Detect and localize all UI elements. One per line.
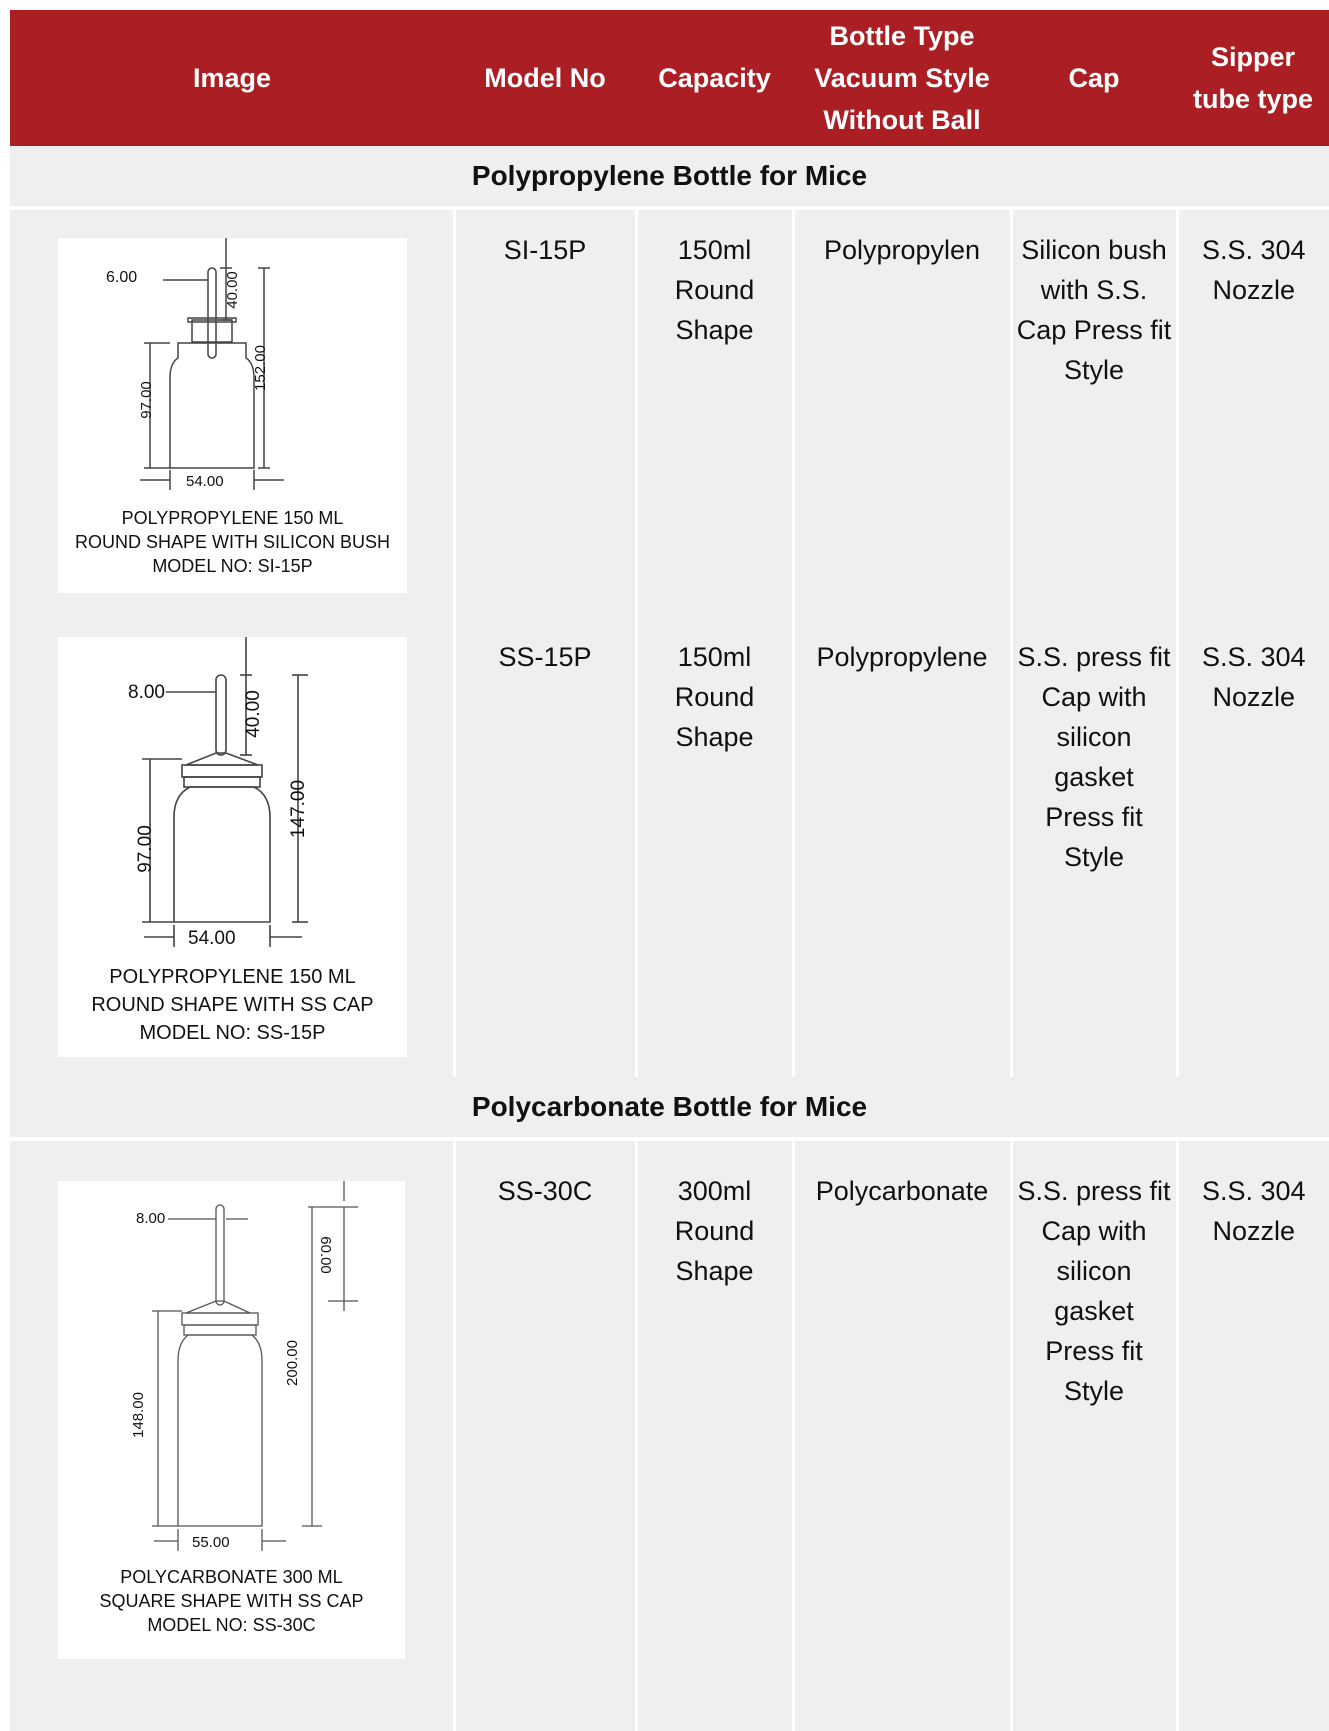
drawing-caption-line-3: MODEL NO: SS-30C <box>147 1615 316 1635</box>
model-no-cell: SS-15P <box>452 637 636 1077</box>
header-capacity: Capacity <box>636 10 793 146</box>
drawing-lines <box>140 238 284 490</box>
dim-top-label: 60.00 <box>316 1236 334 1274</box>
table-row: 8.00 40.00 147.00 97.00 54.00 POLYPROPYL… <box>10 637 1329 1077</box>
bottle-drawing-ss-30c: 8.00 60.00 200.00 148.00 55.00 POLYCARBO… <box>58 1181 405 1659</box>
drawing-caption-line-1: POLYPROPYLENE 150 ML <box>121 508 344 528</box>
bottle-drawing-ss-15p: 8.00 40.00 147.00 97.00 54.00 POLYPROPYL… <box>58 637 407 1057</box>
bottle-type-cell: Polycarbonate <box>791 1139 1011 1731</box>
dim-body-label: 97.00 <box>137 381 155 419</box>
table-row: 8.00 60.00 200.00 148.00 55.00 POLYCARBO… <box>10 1139 1329 1731</box>
header-model-no: Model No <box>454 10 636 146</box>
drawing-caption-line-2: ROUND SHAPE WITH SILICON BUSH <box>74 532 391 552</box>
dim-top-label: 40.00 <box>242 690 264 738</box>
dim-width-label: 54.00 <box>188 928 236 949</box>
drawing-caption-line-1: POLYPROPYLENE 150 ML <box>109 966 356 988</box>
section-title: Polycarbonate Bottle for Mice <box>10 1077 1329 1141</box>
bottle-type-cell: Polypropylen <box>791 208 1011 637</box>
cap-cell: Silicon bush with S.S. Cap Press fit Sty… <box>1009 208 1177 637</box>
capacity-cell: 300ml Round Shape <box>634 1139 793 1731</box>
dim-tube-label: 8.00 <box>136 1210 166 1227</box>
model-no-cell: SS-30C <box>452 1139 636 1731</box>
header-image: Image <box>10 10 454 146</box>
drawing-caption-line-2: SQUARE SHAPE WITH SS CAP <box>99 1591 364 1611</box>
image-cell: 8.00 40.00 147.00 97.00 54.00 POLYPROPYL… <box>10 637 454 1077</box>
capacity-cell: 150ml Round Shape <box>634 637 793 1077</box>
model-no-cell: SI-15P <box>452 208 636 637</box>
header-cap: Cap <box>1011 10 1177 146</box>
table-header-row: Image Model No Capacity Bottle Type Vacu… <box>10 10 1329 146</box>
dim-tube-label: 8.00 <box>128 682 165 703</box>
dim-tube-label: 6.00 <box>106 269 138 286</box>
header-sipper-tube-type: Sipper tube type <box>1177 10 1329 146</box>
header-bottle-type: Bottle Type Vacuum Style Without Ball <box>793 10 1011 146</box>
section-row: Polypropylene Bottle for Mice <box>10 146 1329 210</box>
bottle-type-cell: Polypropylene <box>791 637 1011 1077</box>
bottle-spec-table: Image Model No Capacity Bottle Type Vacu… <box>10 10 1329 1731</box>
drawing-lines <box>152 1181 358 1551</box>
sipper-cell: S.S. 304 Nozzle <box>1175 637 1329 1077</box>
image-cell: 6.00 40.00 152.00 97.00 54.00 POLYPROPYL… <box>10 208 454 637</box>
image-cell: 8.00 60.00 200.00 148.00 55.00 POLYCARBO… <box>10 1139 454 1731</box>
sipper-cell: S.S. 304 Nozzle <box>1175 208 1329 637</box>
dim-body-label: 97.00 <box>134 825 156 873</box>
section-title: Polypropylene Bottle for Mice <box>10 146 1329 210</box>
dim-total-label: 152.00 <box>251 345 269 391</box>
sipper-cell: S.S. 304 Nozzle <box>1175 1139 1329 1731</box>
bottle-drawing-si-15p: 6.00 40.00 152.00 97.00 54.00 POLYPROPYL… <box>58 238 407 593</box>
drawing-caption-line-2: ROUND SHAPE WITH SS CAP <box>91 994 374 1016</box>
drawing-caption-line-3: MODEL NO: SI-15P <box>152 556 313 576</box>
dim-total-label: 200.00 <box>283 1340 301 1386</box>
cap-cell: S.S. press fit Cap with silicon gasket P… <box>1009 1139 1177 1731</box>
dim-total-label: 147.00 <box>288 779 310 839</box>
dim-body-label: 148.00 <box>129 1392 147 1438</box>
drawing-caption-line-3: MODEL NO: SS-15P <box>139 1022 326 1044</box>
drawing-caption-line-1: POLYCARBONATE 300 ML <box>120 1567 343 1587</box>
drawing-lines <box>142 637 308 947</box>
table-row: 6.00 40.00 152.00 97.00 54.00 POLYPROPYL… <box>10 208 1329 637</box>
cap-cell: S.S. press fit Cap with silicon gasket P… <box>1009 637 1177 1077</box>
section-row: Polycarbonate Bottle for Mice <box>10 1077 1329 1141</box>
dim-width-label: 55.00 <box>192 1534 230 1551</box>
capacity-cell: 150ml Round Shape <box>634 208 793 637</box>
dim-top-label: 40.00 <box>223 271 241 309</box>
dim-width-label: 54.00 <box>186 473 224 490</box>
product-table-wrapper: Image Model No Capacity Bottle Type Vacu… <box>10 10 1329 1731</box>
